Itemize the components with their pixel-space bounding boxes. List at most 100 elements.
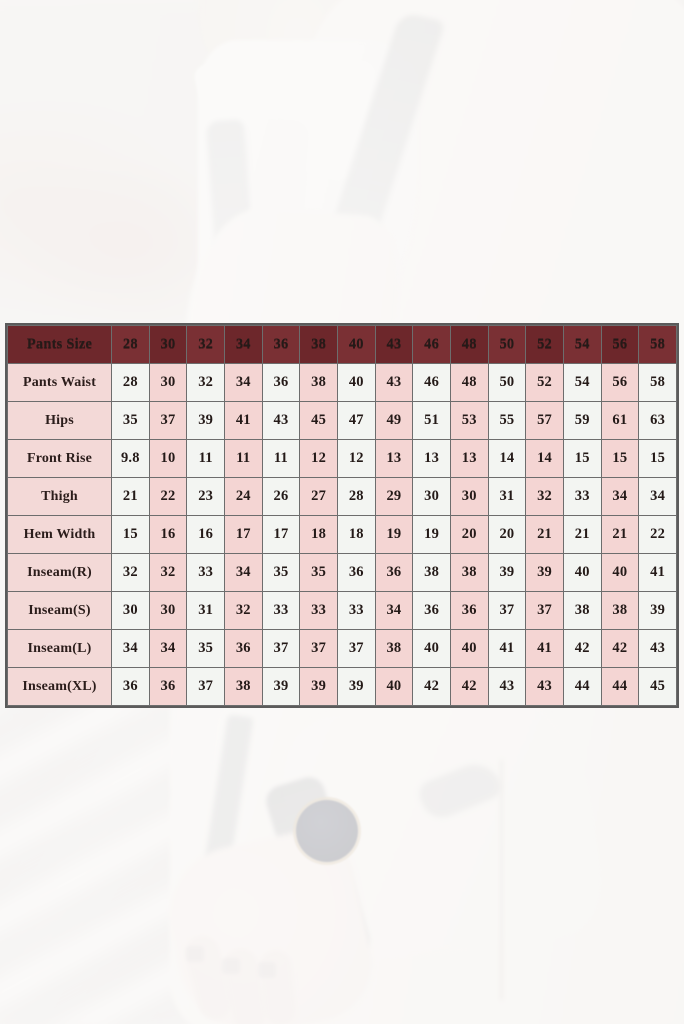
measurement-cell: 32 [525,477,564,516]
measurement-cell: 45 [299,401,338,440]
measurement-cell: 33 [299,591,338,630]
measurement-cell: 21 [111,477,150,516]
measurement-cell: 41 [223,401,263,440]
table-row: Hips 35 37 39 41 43 45 47 49 51 53 55 57 59 61 63 [7,401,677,440]
measurement-cell: 34 [374,591,414,630]
measurement-cell: 34 [111,629,150,668]
measurement-cell: 38 [449,553,489,592]
measurement-cell: 18 [336,515,376,554]
header-cell-size: 40 [336,325,376,364]
measurement-cell: 41 [525,629,564,668]
measurement-cell: 54 [562,363,602,402]
table-row: Inseam(R) 32 32 33 34 35 35 36 36 38 38 39 39 40 40 41 [7,553,677,592]
measurement-cell: 31 [487,477,527,516]
measurement-cell: 38 [562,591,602,630]
measurement-cell: 28 [111,363,150,402]
header-cell-size: 54 [562,325,602,364]
measurement-cell: 14 [487,439,527,478]
table-row: Inseam(S) 30 30 31 32 33 33 33 34 36 36 37 37 38 38 39 [7,591,677,630]
measurement-cell: 15 [638,439,677,478]
measurement-cell: 20 [487,515,527,554]
measurement-cell: 47 [336,401,376,440]
measurement-cell: 17 [223,515,263,554]
measurement-cell: 42 [562,629,602,668]
measurement-cell: 44 [600,667,640,706]
header-cell-size: 28 [111,325,150,364]
measurement-cell: 51 [412,401,451,440]
measurement-cell: 24 [223,477,263,516]
measurement-cell: 16 [148,515,188,554]
measurement-cell: 33 [562,477,602,516]
measurement-cell: 59 [562,401,602,440]
measurement-cell: 14 [525,439,564,478]
measurement-cell: 42 [449,667,489,706]
measurement-cell: 17 [261,515,301,554]
measurement-cell: 37 [487,591,527,630]
measurement-cell: 31 [186,591,225,630]
measurement-cell: 12 [299,439,338,478]
measurement-cell: 34 [223,553,263,592]
header-cell-size: 58 [638,325,677,364]
measurement-cell: 36 [111,667,150,706]
measurement-cell: 55 [487,401,527,440]
measurement-cell: 11 [223,439,263,478]
measurement-cell: 11 [186,439,225,478]
measurement-cell: 35 [186,629,225,668]
table-row: Inseam(XL) 36 36 37 38 39 39 39 40 42 42 43 43 44 44 45 [7,667,677,706]
measurement-cell: 63 [638,401,677,440]
measurement-cell: 39 [186,401,225,440]
measurement-cell: 36 [449,591,489,630]
measurement-cell: 13 [412,439,451,478]
measurement-cell: 39 [299,667,338,706]
measurement-cell: 21 [525,515,564,554]
measurement-cell: 36 [374,553,414,592]
measurement-cell: 56 [600,363,640,402]
measurement-cell: 34 [223,363,263,402]
header-cell-size: 38 [299,325,338,364]
measurement-cell: 40 [562,553,602,592]
header-cell-size: 43 [374,325,414,364]
measurement-cell: 26 [261,477,301,516]
measurement-cell: 19 [374,515,414,554]
header-cell-size: 50 [487,325,527,364]
table-row: Front Rise 9.8 10 11 11 11 12 12 13 13 13 14 14 15 15 1… [7,439,677,478]
header-cell-size: 36 [261,325,301,364]
measurement-cell: 33 [336,591,376,630]
measurement-cell: 39 [336,667,376,706]
measurement-cell: 43 [374,363,414,402]
table-row: Thigh 21 22 23 24 26 27 28 29 30 30 31 32 33 34 34 [7,477,677,516]
measurement-cell: 36 [412,591,451,630]
measurement-cell: 27 [299,477,338,516]
measurement-cell: 40 [600,553,640,592]
measurement-cell: 53 [449,401,489,440]
measurement-cell: 38 [412,553,451,592]
measurement-cell: 13 [374,439,414,478]
measurement-cell: 39 [261,667,301,706]
measurement-cell: 52 [525,363,564,402]
measurement-cell: 34 [638,477,677,516]
measurement-cell: 38 [374,629,414,668]
measurement-cell: 58 [638,363,677,402]
measurement-cell: 36 [148,667,188,706]
measurement-cell: 37 [299,629,338,668]
measurement-cell: 34 [600,477,640,516]
measurement-cell: 20 [449,515,489,554]
row-label: Hips [7,401,112,440]
measurement-cell: 37 [186,667,225,706]
measurement-cell: 40 [374,667,414,706]
measurement-cell: 32 [186,363,225,402]
measurement-cell: 43 [261,401,301,440]
measurement-cell: 36 [261,363,301,402]
measurement-cell: 30 [449,477,489,516]
measurement-cell: 22 [148,477,188,516]
measurement-cell: 36 [223,629,263,668]
row-label: Inseam(R) [7,553,112,592]
measurement-cell: 42 [412,667,451,706]
size-chart-body: Pants Waist 28 30 32 34 36 38 40 43 46 48 50 52 54 56 5… [7,363,677,706]
measurement-cell: 37 [336,629,376,668]
row-label: Hem Width [7,515,112,554]
measurement-cell: 46 [412,363,451,402]
photo-tattoo [186,946,204,962]
header-cell-size: 46 [412,325,451,364]
